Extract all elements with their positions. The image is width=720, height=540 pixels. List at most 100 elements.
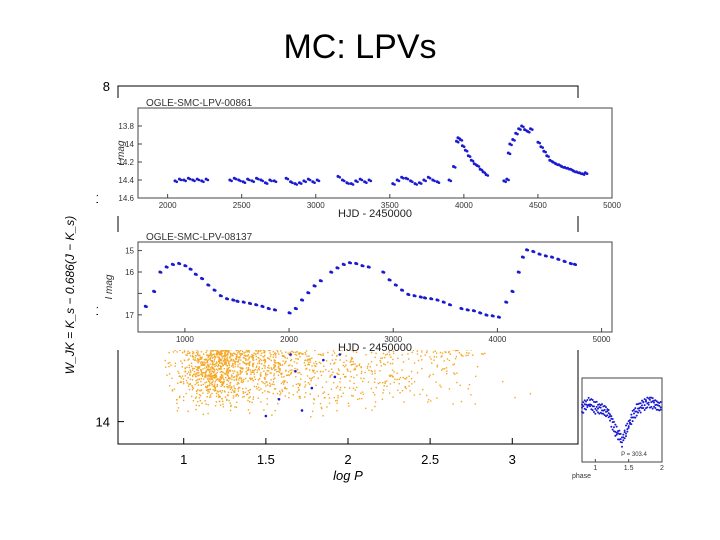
pl-orange-point: [220, 368, 222, 370]
pl-orange-point: [227, 377, 230, 380]
pl-orange-point: [219, 371, 221, 373]
lc2-point: [460, 307, 464, 311]
pl-orange-point: [273, 361, 276, 363]
pl-orange-point: [298, 352, 301, 354]
pl-orange-point: [209, 394, 212, 396]
pl-orange-point: [222, 360, 225, 362]
pl-orange-point: [248, 362, 250, 365]
pl-orange-point: [404, 377, 406, 380]
pl-orange-point: [191, 379, 194, 381]
pl-orange-point: [207, 388, 209, 391]
pl-orange-point: [402, 376, 404, 379]
pl-orange-point: [281, 372, 283, 374]
pl-orange-point: [198, 372, 200, 374]
pl-orange-point: [327, 393, 330, 396]
pl-orange-point: [403, 401, 405, 403]
inset-point: [627, 425, 630, 428]
pl-orange-point: [251, 401, 253, 404]
inset-point: [659, 401, 662, 404]
pl-orange-point: [220, 378, 222, 380]
pl-orange-point: [269, 382, 271, 384]
pl-orange-point: [227, 350, 229, 353]
pl-orange-point: [221, 389, 223, 392]
lc2-point: [336, 266, 340, 270]
pl-orange-point: [183, 350, 186, 352]
pl-orange-point: [305, 359, 307, 361]
inset-point: [635, 410, 638, 413]
pl-orange-point: [218, 367, 220, 370]
lc2-point: [436, 298, 440, 302]
pl-orange-point: [238, 351, 240, 353]
pl-orange-point: [209, 370, 211, 373]
pl-orange-point: [248, 412, 251, 414]
pl-orange-point: [197, 384, 200, 386]
pl-orange-point: [224, 396, 227, 398]
inset-xlabel: phase: [572, 473, 591, 480]
pl-orange-point: [236, 361, 238, 363]
lc1-point: [538, 141, 542, 145]
pl-orange-point: [392, 358, 394, 361]
pl-orange-point: [237, 390, 240, 392]
pl-orange-point: [240, 354, 242, 356]
lc2-point: [274, 308, 278, 312]
pl-orange-point: [314, 360, 317, 363]
pl-orange-point: [200, 361, 203, 363]
pl-orange-point: [198, 393, 201, 396]
pl-orange-point: [241, 368, 244, 370]
pl-orange-point: [194, 359, 197, 361]
inset-point: [614, 434, 617, 437]
pl-orange-point: [351, 394, 353, 397]
pl-orange-point: [337, 368, 340, 370]
pl-orange-point: [214, 374, 216, 376]
pl-orange-point: [235, 378, 238, 380]
pl-orange-point: [234, 363, 237, 365]
pl-orange-point: [389, 362, 392, 365]
pl-orange-point: [202, 363, 204, 365]
pl-orange-point: [179, 395, 181, 398]
pl-orange-point: [217, 391, 219, 393]
lc2-point: [226, 297, 230, 301]
pl-orange-point: [264, 365, 266, 367]
pl-orange-point: [221, 364, 224, 366]
pl-orange-point: [216, 384, 219, 386]
pl-orange-point: [309, 361, 312, 363]
pl-orange-point: [189, 383, 191, 386]
pl-orange-point: [392, 350, 395, 353]
inset-point: [613, 430, 615, 433]
pl-orange-point: [435, 352, 438, 354]
lc1-point: [513, 139, 516, 142]
pl-orange-point: [211, 360, 213, 362]
lc1-xtick-label: 2500: [233, 201, 251, 210]
pl-orange-point: [248, 351, 250, 353]
inset-point: [637, 411, 639, 414]
pl-orange-point: [206, 396, 208, 398]
pl-orange-point: [338, 373, 340, 376]
pl-orange-point: [307, 362, 310, 364]
pl-orange-point: [267, 390, 269, 393]
lc1-point: [295, 183, 299, 186]
lc1-point: [402, 176, 405, 180]
pl-orange-point: [285, 360, 287, 363]
pl-orange-point: [264, 367, 266, 369]
pl-orange-point: [274, 409, 276, 412]
lc1-backdrop: [98, 98, 624, 216]
pl-orange-point: [220, 354, 222, 356]
pl-orange-point: [252, 396, 255, 398]
pl-orange-point: [205, 385, 207, 388]
pl-orange-point: [226, 359, 229, 362]
pl-orange-point: [208, 381, 211, 383]
lc1-point: [519, 128, 522, 131]
pl-orange-point: [257, 349, 260, 351]
pl-orange-point: [314, 349, 316, 352]
pl-orange-point: [388, 351, 390, 353]
pl-orange-point: [219, 396, 221, 398]
lc1-point: [243, 181, 247, 184]
inset-point: [594, 412, 597, 415]
pl-orange-point: [181, 362, 183, 364]
pl-orange-point: [281, 390, 284, 393]
lc1-point: [424, 179, 427, 183]
pl-orange-point: [225, 354, 227, 356]
pl-orange-point: [211, 357, 214, 359]
pl-orange-point: [398, 378, 400, 381]
pl-orange-point: [217, 350, 219, 352]
